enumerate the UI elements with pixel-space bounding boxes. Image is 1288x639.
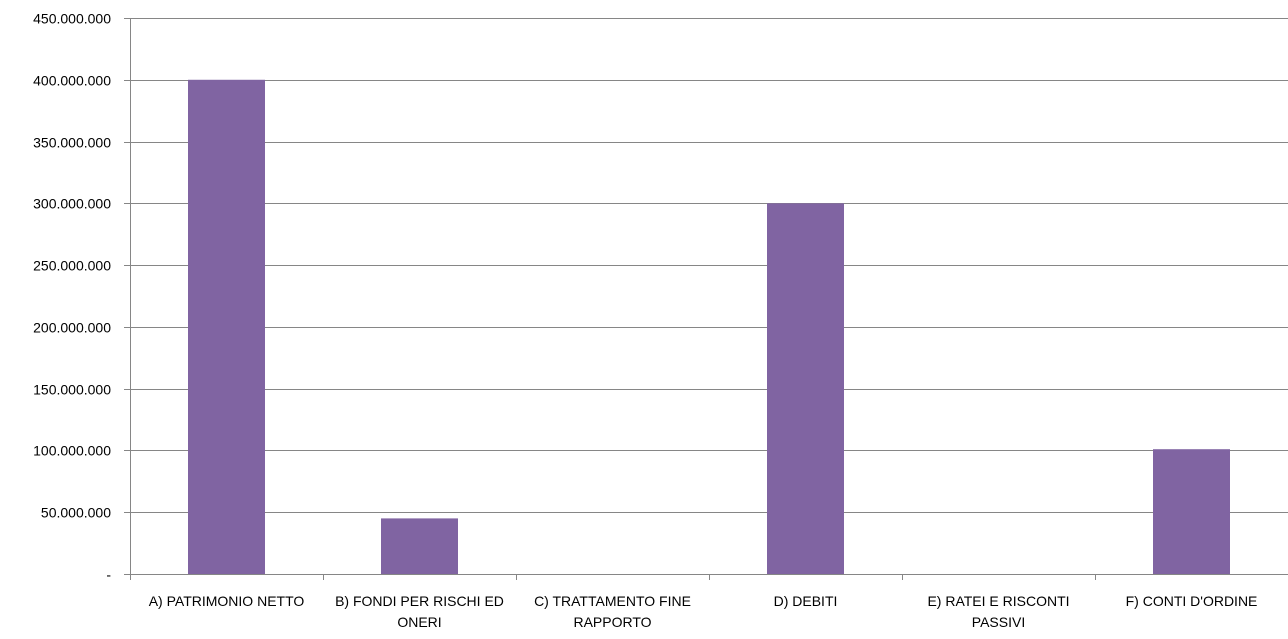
x-category-label: F) CONTI D'ORDINE: [1126, 593, 1258, 609]
y-tick-label: 100.000.000: [33, 443, 111, 459]
y-tick-label: 50.000.000: [41, 505, 111, 521]
y-tick-label: 300.000.000: [33, 196, 111, 212]
y-tick-label: 250.000.000: [33, 258, 111, 274]
x-category-label: C) TRATTAMENTO FINE: [534, 593, 691, 609]
bar: [767, 203, 844, 575]
bars: [188, 79, 1230, 575]
x-category-label: PASSIVI: [972, 614, 1025, 630]
x-category-label: B) FONDI PER RISCHI ED: [335, 593, 504, 609]
bar: [381, 518, 458, 574]
y-tick-label: 400.000.000: [33, 73, 111, 89]
y-tick-labels: - 50.000.000 100.000.000 150.000.000 200.000…: [33, 11, 111, 583]
gridlines: [130, 18, 1288, 513]
y-tick-label: -: [106, 567, 111, 583]
y-tick-label: 150.000.000: [33, 382, 111, 398]
y-tick-label: 350.000.000: [33, 135, 111, 151]
x-category-label: ONERI: [397, 614, 441, 630]
x-category-label: A) PATRIMONIO NETTO: [149, 593, 305, 609]
y-tick-label: 200.000.000: [33, 320, 111, 336]
x-category-label: E) RATEI E RISCONTI: [927, 593, 1069, 609]
x-category-labels: A) PATRIMONIO NETTO B) FONDI PER RISCHI E…: [149, 593, 1258, 630]
bar: [188, 79, 265, 575]
y-tick-label: 450.000.000: [33, 11, 111, 27]
axes: [124, 18, 1288, 580]
x-category-label: RAPPORTO: [573, 614, 651, 630]
x-category-label: D) DEBITI: [774, 593, 838, 609]
bar: [1153, 449, 1230, 574]
